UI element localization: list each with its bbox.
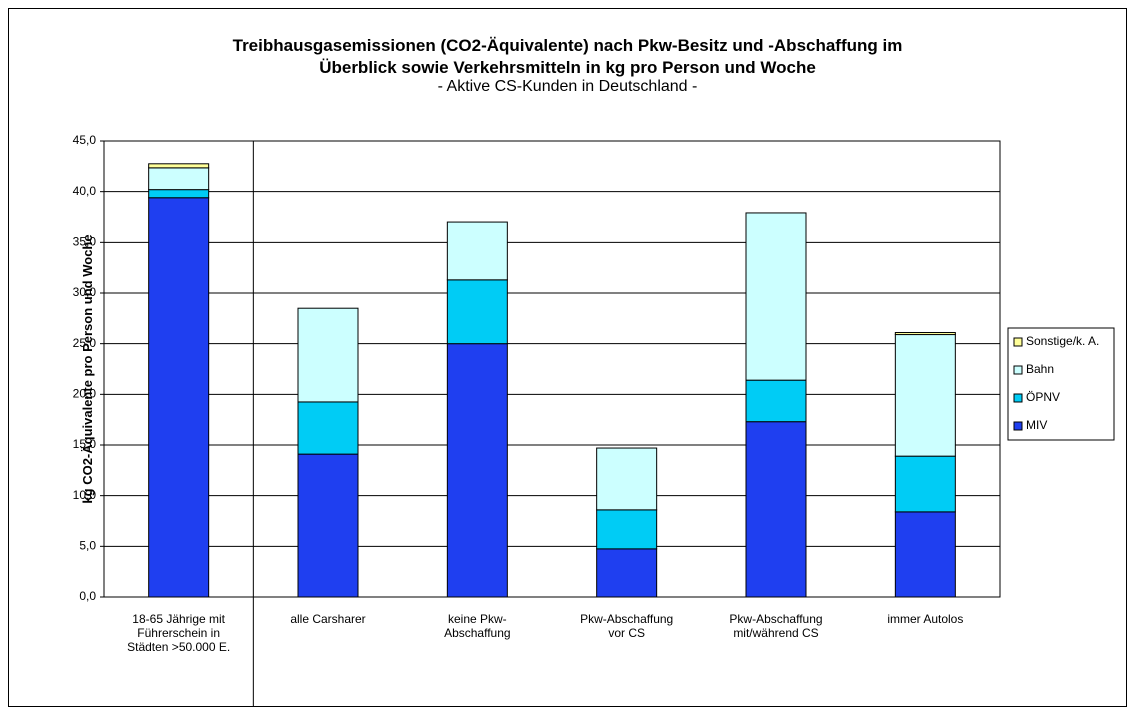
bar-segment: [297, 453, 359, 598]
bar-segment: [446, 279, 508, 345]
bar-segment: [297, 401, 359, 455]
bar-segment: [745, 379, 807, 423]
legend-label: Sonstige/k. A.: [1026, 334, 1099, 348]
bar-segment: [745, 421, 807, 598]
y-tick-label: 40,0: [73, 184, 97, 198]
bar-segment: [596, 509, 658, 550]
y-axis-label: kg CO2-Äquivalente pro Person und Woche: [80, 234, 95, 504]
bar-segment: [745, 212, 807, 381]
legend-swatch: [1013, 421, 1023, 431]
chart-title: Treibhausgasemissionen (CO2-Äquivalente)…: [232, 36, 903, 77]
bar-segment: [148, 197, 210, 598]
bar-segment: [894, 332, 956, 336]
y-tick-label: 0,0: [79, 589, 96, 603]
legend-label: ÖPNV: [1026, 390, 1060, 404]
legend-swatch: [1013, 365, 1023, 375]
bar-segment: [148, 167, 210, 191]
y-tick-label: 10,0: [73, 488, 97, 502]
y-tick-label: 15,0: [73, 437, 97, 451]
bar-segment: [297, 307, 359, 403]
bar-segment: [894, 334, 956, 457]
x-tick-label: Pkw-Abschaffung mit/während CS: [729, 612, 823, 640]
y-tick-label: 30,0: [73, 285, 97, 299]
bar-segment: [148, 189, 210, 199]
bar-segment: [894, 511, 956, 598]
y-tick-label: 35,0: [73, 235, 97, 249]
x-tick-label: immer Autolos: [887, 612, 964, 626]
legend-swatch: [1013, 393, 1023, 403]
legend-label: MIV: [1026, 418, 1047, 432]
legend-box: [1007, 327, 1115, 441]
chart-subtitle: - Aktive CS-Kunden in Deutschland -: [437, 78, 698, 95]
y-tick-label: 20,0: [73, 387, 97, 401]
bar-segment: [596, 548, 658, 598]
legend-label: Bahn: [1026, 362, 1054, 376]
y-tick-label: 25,0: [73, 336, 97, 350]
y-tick-label: 45,0: [73, 133, 97, 147]
x-tick-label: keine Pkw- Abschaffung: [444, 612, 511, 640]
legend-swatch: [1013, 337, 1023, 347]
x-tick-label: Pkw-Abschaffung vor CS: [580, 612, 674, 640]
x-tick-label: alle Carsharer: [290, 612, 366, 626]
bar-segment: [148, 163, 210, 169]
bar-segment: [446, 221, 508, 281]
x-tick-label: 18-65 Jährige mit Führerschein in Städte…: [127, 612, 231, 654]
bar-segment: [596, 447, 658, 511]
y-tick-label: 5,0: [79, 539, 96, 553]
bar-segment: [894, 455, 956, 513]
plot-border: [103, 140, 1001, 598]
bar-segment: [446, 343, 508, 598]
plot-area: [104, 141, 1000, 597]
